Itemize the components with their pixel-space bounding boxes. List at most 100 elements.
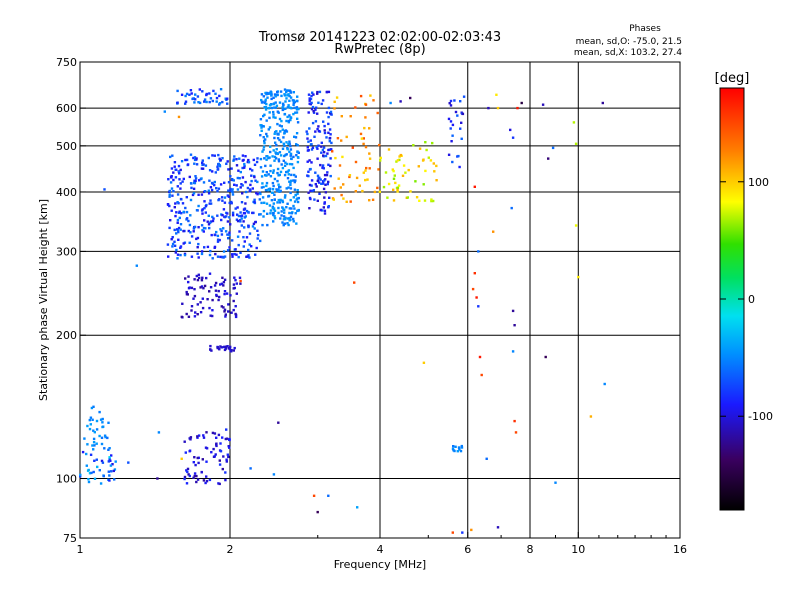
data-point bbox=[327, 494, 330, 497]
data-point bbox=[305, 130, 308, 133]
data-point bbox=[294, 111, 297, 114]
data-point bbox=[259, 124, 262, 127]
data-point bbox=[313, 135, 316, 138]
data-point bbox=[249, 167, 252, 171]
data-point bbox=[260, 93, 264, 96]
data-point bbox=[432, 162, 435, 165]
data-point bbox=[110, 470, 113, 473]
data-point bbox=[217, 198, 220, 202]
data-point bbox=[223, 308, 227, 311]
data-point bbox=[179, 245, 183, 248]
data-point bbox=[253, 201, 256, 204]
y-tick-label: 500 bbox=[56, 140, 77, 153]
data-point bbox=[163, 110, 166, 113]
data-point bbox=[274, 95, 277, 98]
data-point bbox=[85, 464, 88, 467]
data-point bbox=[215, 293, 218, 297]
data-point bbox=[213, 432, 217, 435]
data-point bbox=[185, 196, 188, 199]
data-point bbox=[452, 445, 455, 448]
data-point bbox=[272, 149, 275, 152]
data-point bbox=[170, 209, 173, 212]
data-point bbox=[294, 136, 298, 139]
data-point bbox=[386, 196, 389, 199]
data-point bbox=[288, 140, 291, 143]
data-point bbox=[297, 151, 300, 154]
data-point bbox=[461, 112, 465, 116]
data-point bbox=[111, 463, 114, 466]
data-point bbox=[95, 458, 98, 461]
data-point bbox=[268, 189, 271, 192]
data-point bbox=[203, 207, 206, 210]
data-point bbox=[201, 159, 204, 162]
data-point bbox=[473, 272, 476, 275]
data-point bbox=[167, 178, 170, 181]
data-point bbox=[264, 100, 267, 103]
data-point bbox=[277, 211, 280, 215]
data-point bbox=[261, 170, 265, 173]
data-point bbox=[316, 92, 319, 95]
data-point bbox=[459, 127, 462, 130]
data-point bbox=[194, 98, 197, 101]
data-point bbox=[188, 449, 192, 452]
data-point bbox=[197, 226, 200, 229]
data-point bbox=[329, 164, 332, 168]
data-point bbox=[100, 442, 104, 446]
data-point bbox=[176, 193, 180, 196]
data-point bbox=[260, 175, 264, 178]
data-point bbox=[256, 157, 259, 160]
data-point bbox=[174, 202, 177, 205]
data-point bbox=[213, 183, 216, 187]
data-point bbox=[86, 424, 89, 428]
data-point bbox=[79, 473, 82, 477]
data-point bbox=[378, 143, 381, 147]
data-point bbox=[247, 248, 250, 252]
data-point bbox=[211, 431, 215, 435]
data-point bbox=[319, 178, 322, 181]
data-point bbox=[378, 190, 381, 193]
data-point bbox=[354, 106, 357, 109]
data-point bbox=[209, 186, 213, 189]
data-point bbox=[273, 93, 277, 96]
data-point bbox=[289, 191, 292, 195]
data-point bbox=[236, 213, 239, 216]
data-point bbox=[204, 481, 207, 485]
data-point bbox=[329, 110, 333, 114]
data-point bbox=[287, 173, 290, 176]
data-point bbox=[318, 176, 321, 179]
data-point bbox=[264, 189, 268, 192]
data-point bbox=[321, 99, 325, 102]
data-point bbox=[273, 217, 277, 220]
data-point bbox=[296, 192, 299, 195]
data-point bbox=[248, 243, 251, 246]
data-point bbox=[188, 223, 192, 227]
data-point bbox=[279, 130, 282, 133]
data-point bbox=[272, 102, 275, 106]
data-point bbox=[234, 248, 237, 251]
data-point bbox=[460, 446, 464, 449]
data-point bbox=[220, 305, 223, 308]
data-point bbox=[308, 127, 311, 130]
data-point bbox=[201, 306, 205, 310]
data-point bbox=[328, 128, 332, 131]
data-point bbox=[322, 146, 326, 149]
y-tick-label: 200 bbox=[56, 329, 77, 342]
data-point bbox=[219, 159, 222, 162]
data-point bbox=[216, 346, 219, 350]
data-point bbox=[217, 433, 221, 437]
data-point bbox=[203, 246, 206, 249]
data-point bbox=[284, 161, 287, 164]
data-point bbox=[92, 437, 96, 441]
data-point bbox=[213, 154, 216, 157]
data-point bbox=[182, 229, 185, 233]
y-tick-label: 400 bbox=[56, 186, 77, 199]
data-point bbox=[222, 227, 225, 230]
data-point bbox=[181, 180, 184, 183]
data-point bbox=[95, 442, 98, 445]
data-point bbox=[213, 284, 217, 287]
data-point bbox=[283, 222, 287, 225]
data-point bbox=[176, 201, 179, 204]
data-point bbox=[449, 127, 452, 130]
data-point bbox=[182, 242, 185, 245]
data-point bbox=[277, 421, 280, 424]
